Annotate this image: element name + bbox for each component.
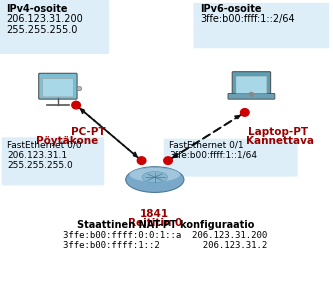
FancyBboxPatch shape — [228, 93, 275, 99]
FancyBboxPatch shape — [2, 137, 104, 185]
Text: 1841: 1841 — [140, 209, 169, 219]
Circle shape — [137, 157, 146, 164]
Text: 3ffe:b00:ffff:1::2/64: 3ffe:b00:ffff:1::2/64 — [200, 14, 295, 24]
Text: IPv4-osoite: IPv4-osoite — [6, 4, 68, 13]
Ellipse shape — [142, 172, 167, 183]
FancyBboxPatch shape — [232, 72, 271, 96]
Text: Pöytäkone: Pöytäkone — [36, 136, 99, 146]
FancyBboxPatch shape — [164, 139, 298, 177]
FancyBboxPatch shape — [42, 78, 74, 97]
Text: 3ffe:b00:ffff:1::1/64: 3ffe:b00:ffff:1::1/64 — [169, 151, 257, 160]
Text: 206.123.31.200: 206.123.31.200 — [6, 14, 83, 24]
Text: Staattinen NAT-PT konfiguraatio: Staattinen NAT-PT konfiguraatio — [77, 220, 254, 230]
Text: 206.123.31.1: 206.123.31.1 — [7, 151, 67, 160]
Text: 3ffe:b00:ffff:0:0:1::a  206.123.31.200: 3ffe:b00:ffff:0:0:1::a 206.123.31.200 — [63, 231, 267, 240]
Ellipse shape — [126, 167, 184, 192]
FancyBboxPatch shape — [193, 3, 329, 48]
Text: Reititin 0: Reititin 0 — [128, 218, 182, 227]
Text: Kannettava: Kannettava — [246, 136, 314, 146]
Circle shape — [249, 93, 253, 96]
Ellipse shape — [129, 168, 180, 182]
FancyBboxPatch shape — [236, 76, 267, 93]
Text: FastEthernet 0/0: FastEthernet 0/0 — [7, 141, 82, 150]
Circle shape — [164, 157, 172, 164]
Text: 255.255.255.0: 255.255.255.0 — [7, 161, 73, 170]
FancyBboxPatch shape — [39, 73, 77, 99]
Text: IPv6-osoite: IPv6-osoite — [200, 4, 262, 13]
Text: PC-PT: PC-PT — [71, 127, 106, 137]
Text: 3ffe:b00:ffff:1::2        206.123.31.2: 3ffe:b00:ffff:1::2 206.123.31.2 — [63, 241, 267, 250]
Circle shape — [77, 86, 82, 91]
Circle shape — [240, 109, 249, 116]
FancyBboxPatch shape — [0, 0, 109, 54]
Text: Laptop-PT: Laptop-PT — [248, 127, 308, 137]
Text: 255.255.255.0: 255.255.255.0 — [6, 25, 77, 34]
Circle shape — [72, 101, 80, 109]
Text: FastEthernet 0/1: FastEthernet 0/1 — [169, 141, 244, 150]
